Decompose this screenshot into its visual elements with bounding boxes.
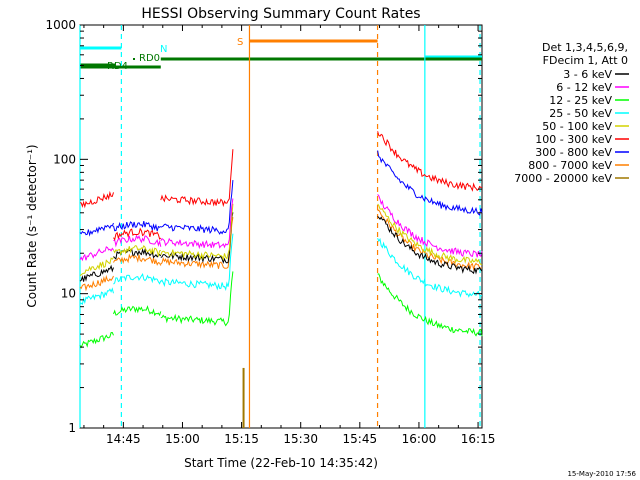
series-line [377, 209, 483, 271]
legend-item-label: 300 - 800 keV [535, 146, 612, 159]
legend-item-label: 12 - 25 keV [549, 94, 612, 107]
series-line [113, 227, 162, 241]
series-line [79, 257, 114, 277]
series-line [160, 217, 234, 269]
series-line [160, 212, 234, 265]
y-tick-label: 1 [68, 421, 76, 435]
x-tick-label: 15:30 [283, 432, 318, 446]
series-line [377, 237, 483, 298]
series-line [113, 220, 162, 232]
series-line [377, 203, 483, 266]
y-tick-label: 10 [61, 287, 76, 301]
y-axis-label: Count Rate (s⁻¹ detector⁻¹) [25, 144, 39, 307]
y-tick-label: 100 [53, 152, 76, 166]
legend-item-label: 3 - 6 keV [563, 68, 612, 81]
legend-item-label: 100 - 300 keV [535, 133, 612, 146]
plot-frame [79, 24, 483, 429]
series-line [160, 149, 234, 208]
series-line [79, 264, 114, 282]
series-line [113, 234, 162, 248]
series-line [113, 253, 162, 266]
y-tick-label: 1000 [45, 18, 76, 32]
series-line [79, 331, 114, 349]
series-line [113, 245, 161, 258]
legend-header: Det 1,3,4,5,6,9, [542, 41, 628, 54]
footer-date: 15-May-2010 17:56 [567, 470, 636, 478]
x-tick-label: 15:15 [224, 432, 259, 446]
series-line [79, 190, 114, 209]
series-line [160, 271, 234, 327]
legend-header: FDecim 1, Att 0 [543, 54, 628, 67]
series-line [160, 180, 234, 235]
legend-item-label: 6 - 12 keV [556, 81, 612, 94]
series-line [113, 273, 162, 285]
series-line [79, 222, 114, 237]
series-line [160, 203, 234, 261]
series-line [160, 198, 234, 250]
series-line [79, 274, 114, 292]
legend: Det 1,3,4,5,6,9,FDecim 1, Att 03 - 6 keV… [514, 41, 629, 185]
chart-title: HESSI Observing Summary Count Rates [141, 6, 420, 22]
legend-item-label: 7000 - 20000 keV [514, 172, 612, 185]
series-line [79, 287, 114, 306]
legend-item-label: 50 - 100 keV [542, 120, 612, 133]
x-axis-label: Start Time (22-Feb-10 14:35:42) [184, 456, 378, 470]
series-line [377, 273, 483, 337]
flag-label: N [160, 44, 167, 55]
series-line [79, 246, 114, 262]
x-tick-label: 16:15 [461, 432, 496, 446]
x-tick-label: 15:00 [165, 432, 200, 446]
series-line [113, 305, 162, 317]
plot-area [79, 24, 483, 429]
legend-item-label: 25 - 50 keV [549, 107, 612, 120]
flag-label: S [237, 37, 243, 48]
series-line [377, 194, 483, 258]
series-line [377, 150, 483, 216]
legend-item-label: 800 - 7000 keV [528, 159, 612, 172]
x-tick-label: 16:00 [402, 432, 437, 446]
flag-label: RD4 [107, 61, 128, 72]
series-line [377, 131, 482, 192]
series-line [160, 233, 234, 291]
series-line [377, 215, 483, 275]
x-tick-label: 14:45 [106, 432, 141, 446]
x-tick-label: 15:45 [343, 432, 378, 446]
flag-label: RD0 [139, 53, 160, 64]
